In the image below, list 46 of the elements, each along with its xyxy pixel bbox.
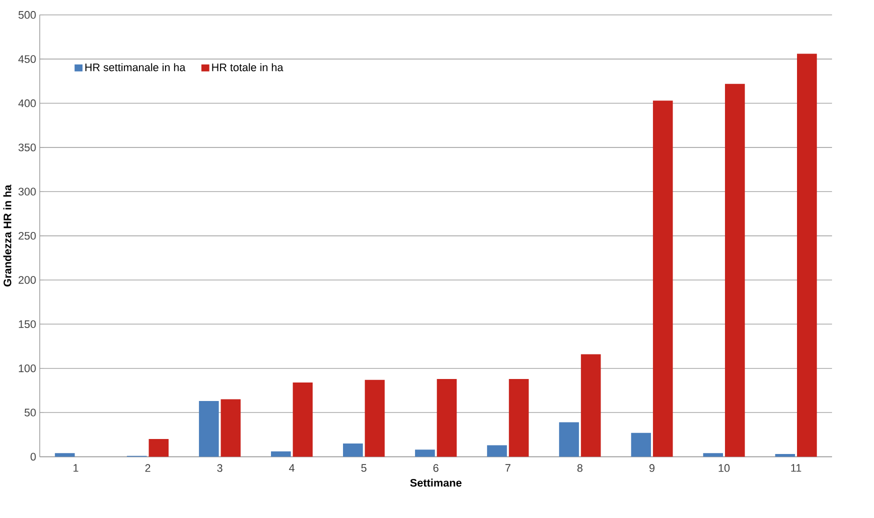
x-tick-label: 2 [145, 464, 150, 472]
bar [631, 432, 651, 457]
bar [724, 84, 745, 457]
x-tick-label: 3 [217, 464, 222, 472]
x-axis-title: Settimane [410, 478, 462, 487]
x-tick-label: 8 [577, 464, 582, 472]
legend-label: HR totale in ha [212, 63, 284, 72]
y-tick-label: 350 [18, 143, 36, 152]
y-axis-title: Grandezza HR in ha [3, 184, 12, 286]
y-tick-label: 400 [18, 99, 36, 107]
y-tick-label: 100 [18, 364, 36, 372]
bar [703, 453, 723, 457]
y-tick-label: 250 [18, 232, 36, 240]
legend-label: HR settimanale in ha [85, 63, 186, 72]
y-tick-label: 450 [18, 55, 36, 63]
bar [220, 399, 241, 457]
bar [775, 454, 796, 457]
bar [198, 400, 219, 457]
bar [487, 445, 507, 457]
bar [415, 450, 435, 457]
bar [508, 378, 529, 457]
bar [652, 100, 673, 457]
bar [270, 451, 291, 457]
bar [436, 378, 457, 457]
y-tick-label: 500 [18, 10, 36, 19]
x-tick-label: 1 [74, 464, 78, 472]
y-tick-label: 200 [18, 276, 36, 284]
x-tick-label: 4 [289, 464, 295, 472]
x-tick-label: 6 [433, 464, 438, 472]
y-tick-label: 0 [30, 452, 36, 460]
y-tick-label: 150 [18, 320, 36, 328]
bar [559, 422, 579, 457]
x-tick-label: 9 [649, 464, 654, 472]
y-tick-label: 50 [24, 408, 36, 416]
bar [54, 453, 75, 457]
x-tick-label: 7 [505, 464, 510, 472]
x-tick-label: 5 [361, 464, 366, 472]
bar [292, 382, 313, 457]
x-tick-label: 10 [718, 464, 730, 472]
bar [580, 354, 601, 457]
bar [797, 54, 817, 457]
bar [148, 438, 169, 457]
bar [364, 380, 385, 457]
bar [343, 443, 363, 457]
y-tick-label: 300 [18, 188, 36, 196]
x-tick-label: 11 [791, 464, 802, 472]
